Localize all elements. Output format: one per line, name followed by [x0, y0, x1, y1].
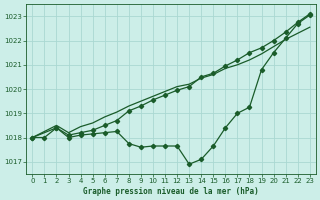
X-axis label: Graphe pression niveau de la mer (hPa): Graphe pression niveau de la mer (hPa)	[83, 187, 259, 196]
